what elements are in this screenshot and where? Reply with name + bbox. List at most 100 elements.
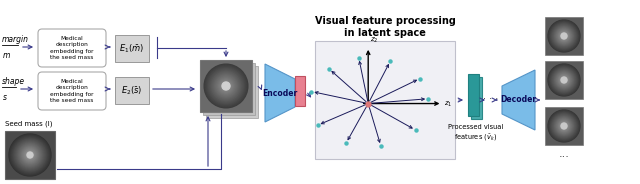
Circle shape [19,144,41,166]
Circle shape [9,134,51,176]
Bar [115,35,149,62]
Circle shape [219,79,233,93]
FancyBboxPatch shape [38,72,106,110]
Text: Medical
description
embedding for
the seed mass: Medical description embedding for the se… [51,79,93,103]
Circle shape [21,146,39,164]
Bar [115,77,149,104]
Circle shape [12,137,48,173]
Text: Decoder: Decoder [500,95,536,105]
Circle shape [15,140,45,170]
Text: $E_2(\bar{s})$: $E_2(\bar{s})$ [121,84,143,97]
Text: Seed mass (I): Seed mass (I) [5,121,52,127]
Circle shape [561,122,568,130]
Circle shape [24,149,36,161]
Circle shape [559,76,568,84]
Circle shape [28,153,32,157]
Circle shape [559,31,568,40]
Circle shape [557,119,571,133]
Bar [471,77,482,119]
Circle shape [209,68,244,104]
Circle shape [554,70,574,90]
Circle shape [212,72,239,100]
Circle shape [218,78,234,94]
Circle shape [552,68,576,92]
Circle shape [550,22,577,49]
Circle shape [550,112,577,139]
Circle shape [553,69,575,91]
Bar [545,61,583,99]
Text: Encoder: Encoder [262,89,298,98]
Circle shape [221,81,231,91]
Circle shape [222,82,230,90]
Circle shape [561,76,568,84]
Circle shape [553,25,575,47]
Polygon shape [265,64,295,122]
Circle shape [222,82,230,90]
Text: ...: ... [559,149,570,159]
Circle shape [548,110,580,142]
Text: Processed visual
features ($\bar{v}_k$): Processed visual features ($\bar{v}_k$) [448,124,503,143]
Circle shape [207,67,244,105]
Circle shape [559,75,570,85]
Circle shape [558,74,570,86]
Circle shape [10,135,50,175]
FancyBboxPatch shape [38,29,106,67]
Circle shape [204,64,248,108]
Circle shape [211,71,241,100]
Bar [5,131,55,179]
Circle shape [556,71,573,89]
Circle shape [561,123,567,129]
Circle shape [224,84,228,88]
Circle shape [14,139,46,171]
Circle shape [214,75,237,97]
Circle shape [556,117,573,135]
Text: $z_1$: $z_1$ [444,100,452,109]
Circle shape [556,72,572,88]
Text: $m$: $m$ [2,51,11,60]
Text: Visual feature processing
in latent space: Visual feature processing in latent spac… [315,16,456,38]
Bar [206,66,258,118]
Circle shape [205,65,247,107]
Circle shape [220,80,232,92]
Bar [545,17,583,55]
Circle shape [209,69,243,103]
Bar [295,76,305,106]
Circle shape [557,73,571,87]
Bar [468,74,479,116]
Circle shape [549,65,579,95]
Circle shape [551,23,577,49]
Circle shape [27,152,33,158]
Circle shape [20,145,40,165]
Circle shape [561,32,568,40]
Text: margin: margin [2,35,29,44]
Circle shape [550,112,579,140]
Bar [315,41,455,159]
Circle shape [562,124,566,128]
Circle shape [555,71,573,89]
Polygon shape [502,70,535,130]
Circle shape [561,77,567,83]
Circle shape [561,123,567,129]
Circle shape [16,141,44,169]
Text: $z_2$: $z_2$ [370,36,378,45]
Text: · · ·: · · · [483,94,498,104]
Circle shape [25,150,35,160]
Circle shape [552,24,576,48]
Circle shape [556,28,572,44]
Circle shape [223,83,229,89]
Circle shape [22,147,38,163]
Circle shape [561,33,567,39]
Text: shape: shape [2,77,25,86]
Circle shape [17,142,43,168]
Bar [200,60,252,112]
Circle shape [559,121,570,131]
Circle shape [562,34,566,38]
Circle shape [23,148,37,162]
Circle shape [11,136,49,174]
Circle shape [554,26,574,46]
Text: $s$: $s$ [2,93,8,102]
Circle shape [18,143,42,167]
Circle shape [562,78,566,82]
Circle shape [550,22,579,50]
Circle shape [554,116,574,136]
